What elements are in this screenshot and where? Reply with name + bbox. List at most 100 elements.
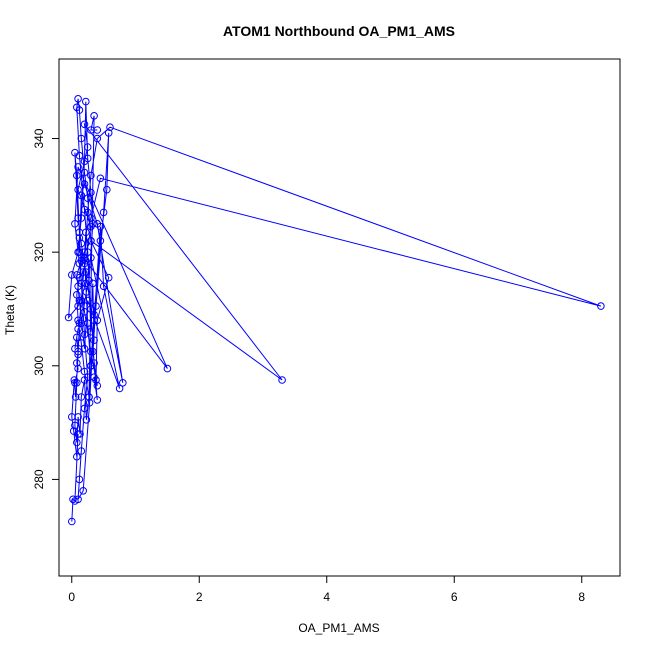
x-tick-label: 8 [578,590,585,604]
data-point [80,308,89,316]
data-point [93,126,102,134]
data-point [75,228,84,237]
data-point [90,316,98,325]
x-tick-label: 4 [323,590,330,604]
data-point [104,273,113,282]
y-tick-label: 340 [32,128,46,148]
data-point [77,134,86,143]
data-point [82,288,91,296]
data-point [77,393,86,401]
data-point [79,268,87,276]
data-point [73,333,81,342]
data-point [87,188,95,197]
data-point [163,364,172,373]
data-point [597,302,605,310]
data-point [75,106,84,114]
data-point [278,376,286,384]
data-point [90,336,98,345]
y-tick-label: 280 [32,469,46,489]
data-point [89,220,97,228]
data-point [74,325,82,333]
data-point [77,319,86,328]
data-point [90,359,98,367]
chart-title: ATOM1 Northbound OA_PM1_AMS [223,23,455,39]
data-point [74,350,82,359]
data-point [68,517,76,526]
data-point [115,384,124,393]
x-tick-label: 2 [196,590,203,604]
data-point [71,220,79,228]
data-point [89,347,97,356]
data-point [99,208,108,217]
data-point [75,475,84,484]
data-point [83,194,92,202]
data-point [74,413,82,421]
data-point [93,134,102,143]
data-point [73,379,81,387]
data-point [77,256,86,265]
data-point [71,421,79,430]
data-point [103,185,111,194]
data-point [82,97,90,106]
data-point [83,143,92,151]
data-point [80,205,89,214]
data-point [68,271,76,279]
axes: 0 2 4 6 8 280 300 320 340 [32,128,585,604]
data-point [82,416,91,424]
data-point [96,174,105,183]
x-axis-label: OA_PM1_AMS [298,621,379,635]
y-tick-label: 320 [32,242,46,262]
data-point [93,396,102,404]
data-point [87,347,95,356]
data-point [73,452,81,461]
data-point [96,237,105,245]
data-point [73,359,81,367]
data-point [80,330,89,339]
series-layer [64,95,605,526]
data-point [80,168,89,177]
data-point [82,268,90,276]
data-point [73,171,81,180]
data-point [93,316,102,325]
data-point [71,393,80,401]
data-point [71,379,79,387]
x-tick-label: 6 [451,590,458,604]
data-point [85,276,93,285]
data-point [74,163,82,171]
data-point [87,327,95,336]
data-point [93,381,102,390]
data-point [79,487,87,495]
x-tick-label: 0 [68,590,75,604]
data-point [71,148,79,157]
data-point [104,129,113,137]
data-point [80,180,89,188]
data-point [90,310,98,319]
data-point [69,427,78,435]
data-point [73,271,81,279]
data-point [119,379,127,387]
data-point [87,253,95,262]
data-point [93,220,102,228]
data-point [83,296,92,305]
data-point [77,339,86,347]
data-point [90,112,98,120]
series-line [67,98,602,522]
y-tick-label: 300 [32,355,46,375]
data-point [74,495,82,504]
data-point [80,367,89,376]
data-point [80,344,89,353]
data-point [76,430,84,438]
data-point [74,185,82,194]
data-point [77,191,86,200]
data-point [85,398,94,407]
data-point [74,302,82,310]
data-point [74,364,82,373]
data-point [77,447,86,455]
y-axis-label: Theta (K) [3,285,17,335]
data-point [99,282,108,291]
data-point [77,279,86,288]
data-point [64,313,73,322]
data-point [75,234,84,242]
